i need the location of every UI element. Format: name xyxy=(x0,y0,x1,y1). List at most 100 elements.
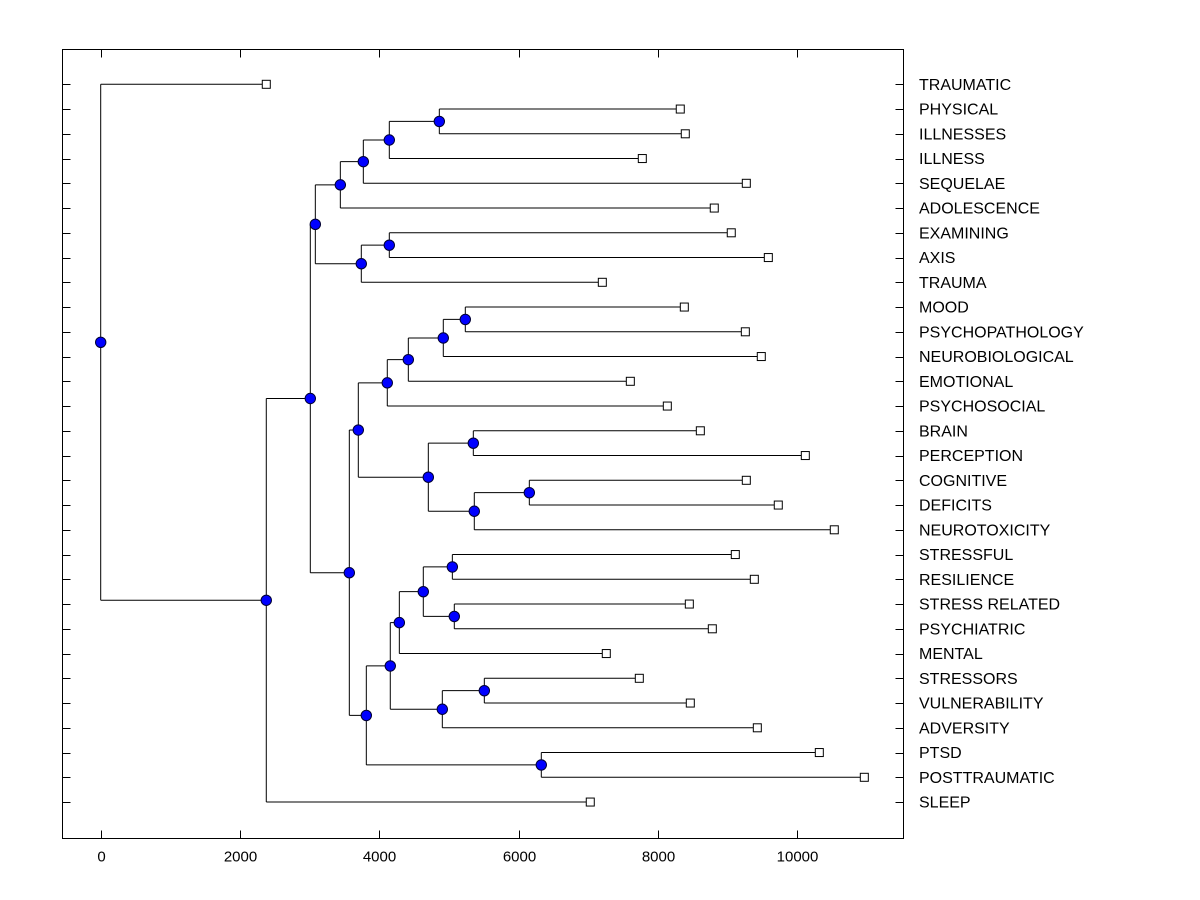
merge-node xyxy=(304,392,317,405)
leaf-marker-vulnerability xyxy=(685,698,695,708)
leaf-marker-adversity xyxy=(752,723,762,733)
merge-node xyxy=(468,505,480,517)
leaf-marker-physical xyxy=(675,104,685,114)
leaf-label: STRESSORS xyxy=(919,671,1018,688)
leaf-label: SEQUELAE xyxy=(919,176,1005,193)
leaf-marker-mental xyxy=(601,649,611,659)
leaf-label: PHYSICAL xyxy=(919,102,998,119)
leaf-label: PSYCHIATRIC xyxy=(919,621,1025,638)
leaf-markers xyxy=(261,79,869,807)
x-axis: 0 2000 4000 6000 8000 10000 xyxy=(97,49,819,866)
merge-node xyxy=(355,258,367,270)
leaf-label: MOOD xyxy=(919,300,969,317)
leaf-label: ADOLESCENCE xyxy=(919,201,1040,218)
x-tick-label: 4000 xyxy=(363,849,396,866)
leaf-label: COGNITIVE xyxy=(919,473,1007,490)
merge-node xyxy=(478,684,491,697)
leaf-label: STRESSFUL xyxy=(919,547,1013,564)
merge-node xyxy=(459,313,472,326)
leaf-marker-examining xyxy=(726,228,736,238)
leaf-marker-mood xyxy=(679,302,689,312)
leaf-marker-deficits xyxy=(773,500,783,510)
merge-node xyxy=(360,709,373,722)
leaf-label: ADVERSITY xyxy=(919,720,1010,737)
merge-node xyxy=(422,471,435,483)
leaf-label: NEUROBIOLOGICAL xyxy=(919,349,1074,366)
leaf-label: AXIS xyxy=(919,250,955,267)
leaf-marker-adolescence xyxy=(709,203,719,213)
leaf-label: PTSD xyxy=(919,745,962,762)
leaf-marker-axis xyxy=(763,253,773,263)
merge-node xyxy=(448,610,460,623)
leaf-marker-neurotoxicity xyxy=(829,525,839,535)
leaf-marker-stress-related xyxy=(684,599,694,609)
leaf-label: RESILIENCE xyxy=(919,572,1014,589)
leaf-label: POSTTRAUMATIC xyxy=(919,770,1055,787)
merge-node xyxy=(309,218,322,230)
node-markers xyxy=(95,115,547,771)
leaf-marker-ptsd xyxy=(814,748,824,758)
leaf-label: TRAUMA xyxy=(919,275,987,292)
leaf-label: EXAMINING xyxy=(919,225,1009,242)
leaf-label: EMOTIONAL xyxy=(919,374,1013,391)
leaf-label: PSYCHOSOCIAL xyxy=(919,399,1045,416)
merge-node xyxy=(467,437,480,449)
merge-node xyxy=(343,567,356,579)
merge-node xyxy=(334,179,347,191)
leaf-label: PSYCHOPATHOLOGY xyxy=(919,324,1084,341)
leaf-marker-psychopathology xyxy=(740,327,750,337)
leaf-label: TRAUMATIC xyxy=(919,77,1011,94)
merge-node xyxy=(446,561,459,573)
leaf-label: PERCEPTION xyxy=(919,448,1023,465)
merge-node xyxy=(523,486,536,499)
leaf-marker-illnesses xyxy=(680,129,690,139)
leaf-label: VULNERABILITY xyxy=(919,696,1044,713)
row-ticks xyxy=(62,84,904,803)
merge-node xyxy=(384,660,396,672)
leaf-labels: TRAUMATIC PHYSICAL ILLNESSES ILLNESS SEQUELA… xyxy=(919,77,1084,812)
leaf-marker-neurobiological xyxy=(756,352,766,362)
leaf-label: SLEEP xyxy=(919,795,971,812)
leaf-label: STRESS RELATED xyxy=(919,597,1060,614)
leaf-marker-illness xyxy=(637,154,647,164)
x-tick-label: 8000 xyxy=(642,849,675,866)
merge-node xyxy=(95,336,107,348)
leaf-marker-brain xyxy=(695,426,705,436)
x-tick-label: 10000 xyxy=(777,849,819,866)
merge-node xyxy=(352,424,365,436)
merge-node xyxy=(535,759,547,771)
leaf-marker-psychiatric xyxy=(707,624,717,634)
merge-node xyxy=(383,239,396,251)
leaf-marker-resilience xyxy=(749,574,759,584)
leaf-label: MENTAL xyxy=(919,646,983,663)
merge-node xyxy=(417,585,429,598)
leaf-marker-posttraumatic xyxy=(859,772,869,782)
leaf-marker-trauma xyxy=(597,277,607,287)
merge-node xyxy=(436,703,449,715)
leaf-label: NEUROTOXICITY xyxy=(919,522,1051,539)
leaf-marker-traumatic xyxy=(261,79,271,89)
x-tick-label: 0 xyxy=(97,849,105,866)
leaf-marker-perception xyxy=(800,451,810,461)
leaf-marker-sequelae xyxy=(741,178,751,188)
plot-frame xyxy=(62,49,904,839)
leaf-marker-stressful xyxy=(730,550,740,560)
merge-node xyxy=(437,332,449,344)
x-tick-label: 2000 xyxy=(224,849,257,866)
leaf-label: DEFICITS xyxy=(919,498,992,515)
leaf-marker-cognitive xyxy=(741,475,751,485)
leaf-marker-sleep xyxy=(585,797,595,807)
merge-node xyxy=(260,594,272,606)
x-tick-label: 6000 xyxy=(503,849,536,866)
merge-node xyxy=(393,616,406,629)
merge-node xyxy=(381,377,393,389)
leaf-marker-psychosocial xyxy=(662,401,672,411)
merge-node xyxy=(433,115,446,128)
merge-node xyxy=(357,155,370,168)
leaf-marker-stressors xyxy=(634,673,644,683)
leaf-marker-emotional xyxy=(625,376,635,386)
merge-node xyxy=(383,134,396,146)
leaf-label: BRAIN xyxy=(919,423,968,440)
merge-node xyxy=(402,353,415,366)
